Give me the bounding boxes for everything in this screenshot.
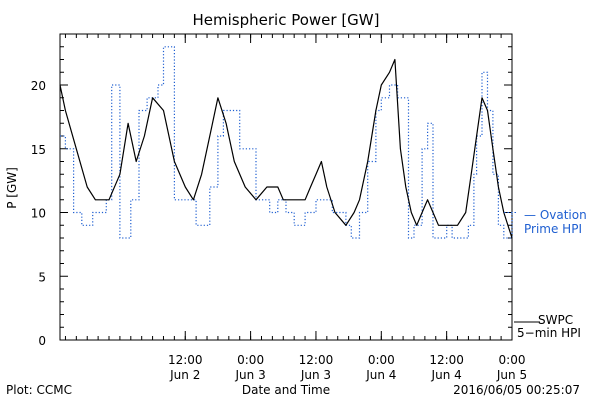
series-line-swpc — [59, 58, 513, 239]
x-tick-date-label: Jun 3 — [235, 368, 266, 382]
x-tick-time-label: 12:00 — [299, 353, 334, 367]
x-tick-time-label: 0:00 — [368, 353, 395, 367]
legend-text-ovation: — Ovation — [524, 208, 587, 222]
x-tick-date-label: Jun 4 — [431, 368, 462, 382]
y-tick-label: 0 — [38, 334, 46, 348]
legend-text-swpc: SWPC — [538, 313, 573, 327]
x-tick-date-label: Jun 4 — [365, 368, 396, 382]
y-tick-label: 20 — [31, 79, 46, 93]
legend-text-ovation: Prime HPI — [524, 222, 582, 236]
y-axis: 0 5 10 15 20 — [31, 33, 512, 348]
x-tick-date-label: Jun 2 — [169, 368, 200, 382]
x-tick-time-label: 12:00 — [429, 353, 464, 367]
x-tick-date-label: Jun 3 — [300, 368, 331, 382]
x-tick-time-label: 0:00 — [499, 353, 526, 367]
x-tick-time-label: 12:00 — [168, 353, 203, 367]
legend-text-swpc: 5−min HPI — [517, 326, 581, 340]
plot-timestamp: 2016/06/05 00:25:07 — [453, 383, 580, 397]
y-tick-label: 10 — [31, 207, 46, 221]
y-tick-label: 15 — [31, 143, 46, 157]
chart-title: Hemispheric Power [GW] — [193, 11, 380, 29]
plot-frame — [59, 33, 513, 341]
plot-credit: Plot: CCMC — [6, 383, 72, 397]
x-axis-label: Date and Time — [242, 383, 330, 397]
plot-area — [59, 33, 513, 341]
series-layer — [59, 46, 513, 239]
x-tick-date-label: Jun 5 — [496, 368, 527, 382]
y-tick-label: 5 — [38, 270, 46, 284]
x-tick-time-label: 0:00 — [237, 353, 264, 367]
y-axis-label: P [GW] — [5, 167, 19, 209]
series-line-ovation — [60, 46, 513, 239]
